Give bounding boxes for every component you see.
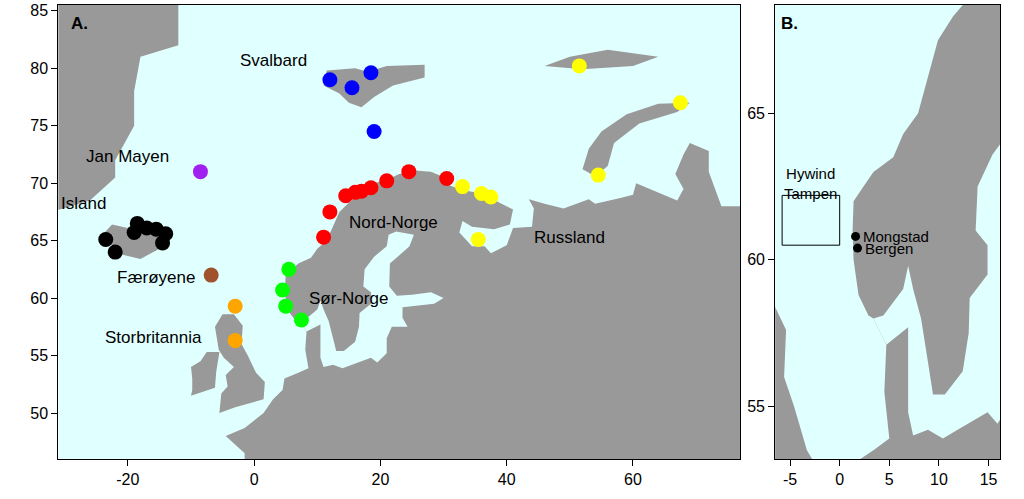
svg-text:HywindTampen: HywindTampen [784,165,837,202]
svg-text:85: 85 [30,2,48,19]
svg-text:A.: A. [71,14,88,33]
svg-text:Jan Mayen: Jan Mayen [86,147,169,166]
svg-text:80: 80 [30,60,48,77]
svg-text:60: 60 [624,471,642,488]
svg-text:Storbritannia: Storbritannia [105,328,202,347]
svg-text:0: 0 [250,471,259,488]
svg-text:50: 50 [30,405,48,422]
svg-text:15: 15 [980,471,998,488]
svg-text:Russland: Russland [534,228,605,247]
svg-text:55: 55 [30,347,48,364]
svg-text:-20: -20 [116,471,139,488]
svg-text:-5: -5 [783,471,797,488]
svg-text:65: 65 [30,232,48,249]
svg-text:B.: B. [781,14,798,33]
svg-text:Island: Island [61,194,106,213]
svg-text:0: 0 [835,471,844,488]
svg-text:75: 75 [30,117,48,134]
svg-text:40: 40 [498,471,516,488]
svg-text:10: 10 [930,471,948,488]
svg-text:55: 55 [747,398,765,415]
svg-text:Færøyene: Færøyene [117,268,195,287]
svg-text:20: 20 [372,471,390,488]
svg-text:60: 60 [30,290,48,307]
svg-text:60: 60 [747,251,765,268]
svg-text:Mongstad: Mongstad [863,228,929,245]
svg-text:Nord-Norge: Nord-Norge [349,213,438,232]
svg-text:70: 70 [30,175,48,192]
svg-text:5: 5 [885,471,894,488]
svg-text:65: 65 [747,105,765,122]
svg-text:Sør-Norge: Sør-Norge [309,289,388,308]
svg-text:Bergen: Bergen [865,240,913,257]
svg-text:Svalbard: Svalbard [240,51,307,70]
